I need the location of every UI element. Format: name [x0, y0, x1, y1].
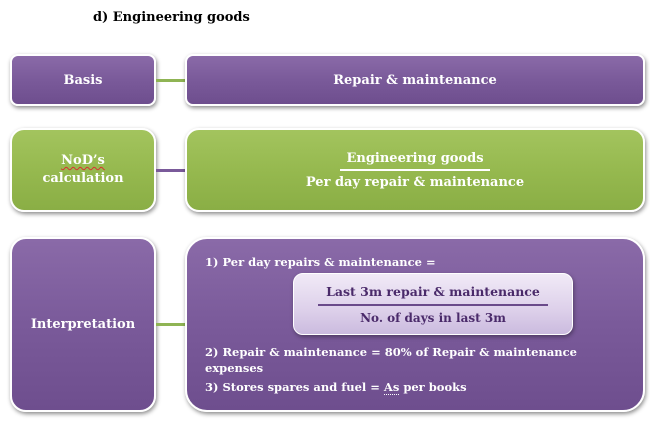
interpretation-point-1: 1) Per day repairs & maintenance = — [205, 255, 436, 269]
interpretation-connector — [156, 323, 185, 326]
nod-label-box: NoD’s calculation — [10, 128, 156, 212]
fraction-bar — [318, 304, 548, 306]
page-title: d) Engineering goods — [93, 10, 250, 25]
basis-value: Repair & maintenance — [333, 72, 497, 88]
basis-value-box: Repair & maintenance — [185, 54, 645, 106]
basis-connector — [156, 79, 185, 82]
nod-label-line1: NoD’s — [61, 153, 105, 168]
nod-connector — [156, 169, 185, 172]
interpretation-point-2: 2) Repair & maintenance = 80% of Repair … — [205, 345, 577, 375]
interpretation-label: Interpretation — [30, 317, 136, 332]
interpretation-point-3-suffix: per books — [399, 380, 467, 394]
interpretation-point-3-prefix: 3) Stores spares and fuel = — [205, 380, 384, 394]
basis-label-box: Basis — [10, 54, 156, 106]
basis-label: Basis — [63, 72, 103, 88]
fraction-box-numerator: Last 3m repair & maintenance — [326, 284, 540, 299]
nod-value-box: Engineering goods Per day repair & maint… — [185, 128, 645, 212]
nod-fraction-numerator: Engineering goods — [340, 151, 490, 171]
interpretation-value-box: 1) Per day repairs & maintenance = Last … — [185, 237, 645, 412]
nod-label-line2: calculation — [42, 171, 124, 186]
fraction-box-denominator: No. of days in last 3m — [360, 311, 506, 325]
interpretation-point-3-as: As — [383, 380, 400, 395]
nod-fraction-denominator: Per day repair & maintenance — [305, 174, 525, 190]
interpretation-point-3: 3) Stores spares and fuel = As per books — [205, 380, 467, 395]
fraction-box: Last 3m repair & maintenance No. of days… — [293, 273, 573, 335]
interpretation-label-box: Interpretation — [10, 237, 156, 412]
